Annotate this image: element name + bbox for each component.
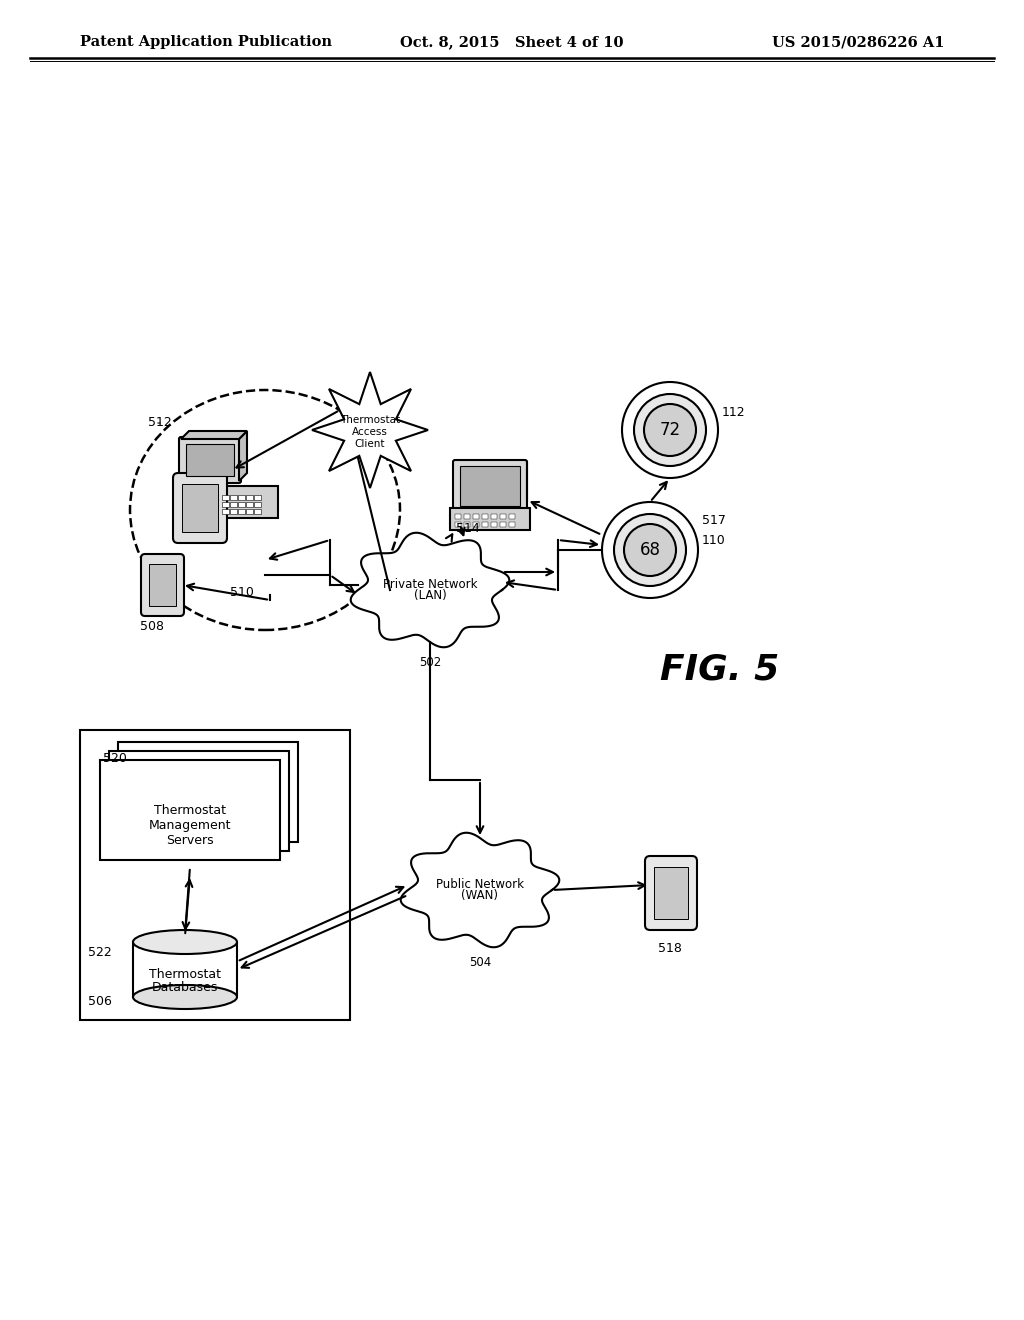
Bar bbox=[490, 521, 497, 527]
Text: (LAN): (LAN) bbox=[414, 590, 446, 602]
Text: Access: Access bbox=[352, 426, 388, 437]
Bar bbox=[150, 564, 176, 606]
Bar bbox=[254, 495, 261, 500]
Bar bbox=[473, 521, 479, 527]
Polygon shape bbox=[239, 432, 247, 480]
Text: Public Network: Public Network bbox=[436, 878, 524, 891]
Text: 504: 504 bbox=[469, 956, 492, 969]
Ellipse shape bbox=[133, 931, 237, 954]
Text: 72: 72 bbox=[659, 421, 681, 440]
Bar bbox=[490, 513, 497, 519]
Bar bbox=[238, 495, 245, 500]
Text: Thermostat: Thermostat bbox=[340, 414, 400, 425]
Bar bbox=[500, 521, 506, 527]
Text: Databases: Databases bbox=[152, 981, 218, 994]
Text: Patent Application Publication: Patent Application Publication bbox=[80, 36, 332, 49]
Text: 506: 506 bbox=[88, 995, 112, 1008]
Text: Oct. 8, 2015   Sheet 4 of 10: Oct. 8, 2015 Sheet 4 of 10 bbox=[400, 36, 624, 49]
Bar bbox=[218, 486, 278, 517]
Bar bbox=[230, 502, 237, 507]
FancyBboxPatch shape bbox=[179, 437, 241, 483]
Bar bbox=[109, 751, 289, 851]
FancyBboxPatch shape bbox=[453, 459, 527, 512]
Bar bbox=[500, 513, 506, 519]
Text: 512: 512 bbox=[148, 417, 172, 429]
Bar bbox=[222, 510, 229, 513]
Bar bbox=[482, 521, 488, 527]
Polygon shape bbox=[312, 372, 428, 488]
Circle shape bbox=[602, 502, 698, 598]
Bar bbox=[254, 510, 261, 513]
Text: 514: 514 bbox=[456, 521, 480, 535]
FancyBboxPatch shape bbox=[141, 554, 184, 616]
Circle shape bbox=[622, 381, 718, 478]
FancyBboxPatch shape bbox=[173, 473, 227, 543]
Bar bbox=[509, 521, 515, 527]
Bar bbox=[246, 510, 253, 513]
Bar bbox=[230, 495, 237, 500]
Bar bbox=[246, 495, 253, 500]
Text: US 2015/0286226 A1: US 2015/0286226 A1 bbox=[771, 36, 944, 49]
Bar bbox=[455, 513, 461, 519]
Bar bbox=[450, 508, 530, 531]
Bar bbox=[464, 513, 470, 519]
Bar bbox=[230, 510, 237, 513]
Bar bbox=[654, 867, 688, 919]
Bar bbox=[133, 942, 237, 997]
Circle shape bbox=[614, 513, 686, 586]
Circle shape bbox=[634, 393, 706, 466]
Bar bbox=[118, 742, 298, 842]
Ellipse shape bbox=[133, 985, 237, 1008]
Text: 510: 510 bbox=[230, 586, 254, 598]
Bar bbox=[509, 513, 515, 519]
Text: 517: 517 bbox=[702, 513, 726, 527]
Text: 508: 508 bbox=[140, 620, 164, 634]
Text: 522: 522 bbox=[88, 945, 112, 958]
Circle shape bbox=[644, 404, 696, 455]
Bar bbox=[80, 730, 350, 1020]
Text: 68: 68 bbox=[640, 541, 660, 558]
Text: Servers: Servers bbox=[166, 833, 214, 846]
Bar bbox=[464, 521, 470, 527]
Text: (WAN): (WAN) bbox=[462, 890, 499, 903]
Bar bbox=[100, 760, 280, 861]
FancyBboxPatch shape bbox=[645, 855, 697, 931]
Bar bbox=[222, 502, 229, 507]
Text: 520: 520 bbox=[103, 751, 127, 764]
Bar bbox=[455, 521, 461, 527]
Text: Private Network: Private Network bbox=[383, 578, 477, 590]
Polygon shape bbox=[181, 432, 247, 440]
Text: FIG. 5: FIG. 5 bbox=[660, 653, 779, 686]
Polygon shape bbox=[350, 533, 509, 647]
Bar bbox=[482, 513, 488, 519]
Text: 112: 112 bbox=[722, 405, 745, 418]
Bar bbox=[473, 513, 479, 519]
Text: Thermostat: Thermostat bbox=[154, 804, 226, 817]
Bar bbox=[238, 502, 245, 507]
Text: 518: 518 bbox=[658, 942, 682, 954]
Text: 110: 110 bbox=[702, 533, 726, 546]
Bar bbox=[186, 444, 234, 477]
Bar bbox=[222, 495, 229, 500]
Text: 502: 502 bbox=[419, 656, 441, 669]
Bar bbox=[254, 502, 261, 507]
Text: Thermostat: Thermostat bbox=[150, 968, 221, 981]
Circle shape bbox=[624, 524, 676, 576]
Bar bbox=[182, 484, 218, 532]
Polygon shape bbox=[400, 833, 559, 948]
Bar bbox=[460, 466, 520, 506]
Text: Management: Management bbox=[148, 818, 231, 832]
Bar bbox=[246, 502, 253, 507]
Text: Client: Client bbox=[354, 440, 385, 449]
Bar bbox=[238, 510, 245, 513]
